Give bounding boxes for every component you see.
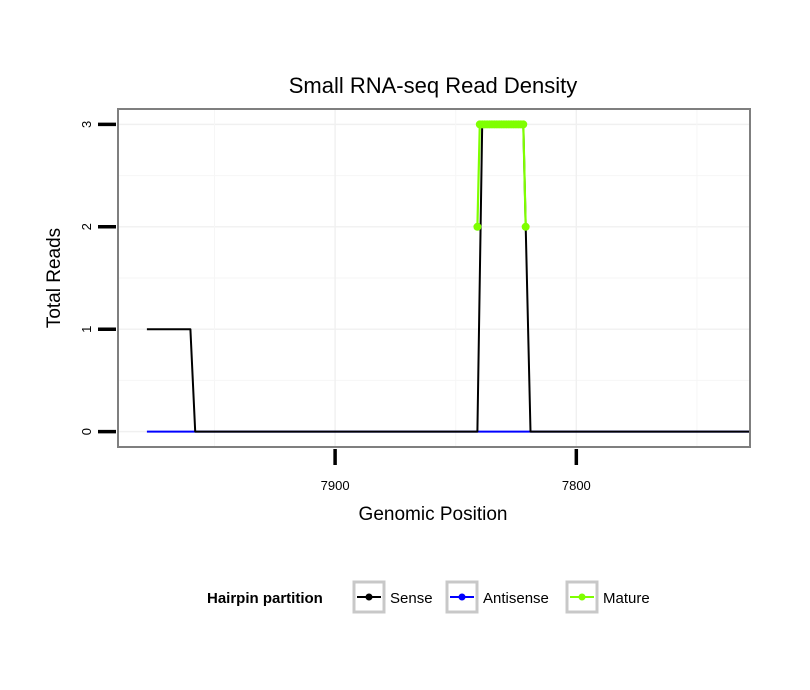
legend-title: Hairpin partition bbox=[207, 590, 323, 607]
series-layer bbox=[146, 120, 750, 433]
legend: Hairpin partition Sense Antisense Mature bbox=[207, 580, 650, 614]
x-tick-label: 7900 bbox=[321, 478, 350, 493]
legend-key-point-antisense bbox=[458, 593, 466, 601]
y-tick-label: 3 bbox=[79, 121, 94, 128]
series-line-sense bbox=[146, 123, 750, 433]
legend-key-point-sense bbox=[365, 593, 373, 601]
legend-label-antisense: Antisense bbox=[483, 590, 549, 607]
gridlines bbox=[118, 109, 750, 447]
axes: 0 1 2 3 7900 7800 bbox=[79, 121, 591, 493]
data-point-mature bbox=[473, 222, 482, 231]
data-point-mature bbox=[521, 222, 530, 231]
legend-key-point-mature bbox=[578, 593, 586, 601]
y-tick-label: 1 bbox=[79, 326, 94, 333]
y-tick-label: 0 bbox=[79, 428, 94, 435]
legend-label-sense: Sense bbox=[390, 590, 433, 607]
x-tick-label: 7800 bbox=[562, 478, 591, 493]
plot-panel-border bbox=[117, 108, 751, 448]
y-axis-title: Total Reads bbox=[44, 228, 65, 328]
x-axis-title: Genomic Position bbox=[359, 504, 508, 525]
y-tick-label: 2 bbox=[79, 223, 94, 230]
data-point-mature bbox=[519, 120, 528, 129]
chart-title: Small RNA-seq Read Density bbox=[289, 73, 578, 98]
legend-label-mature: Mature bbox=[603, 590, 650, 607]
